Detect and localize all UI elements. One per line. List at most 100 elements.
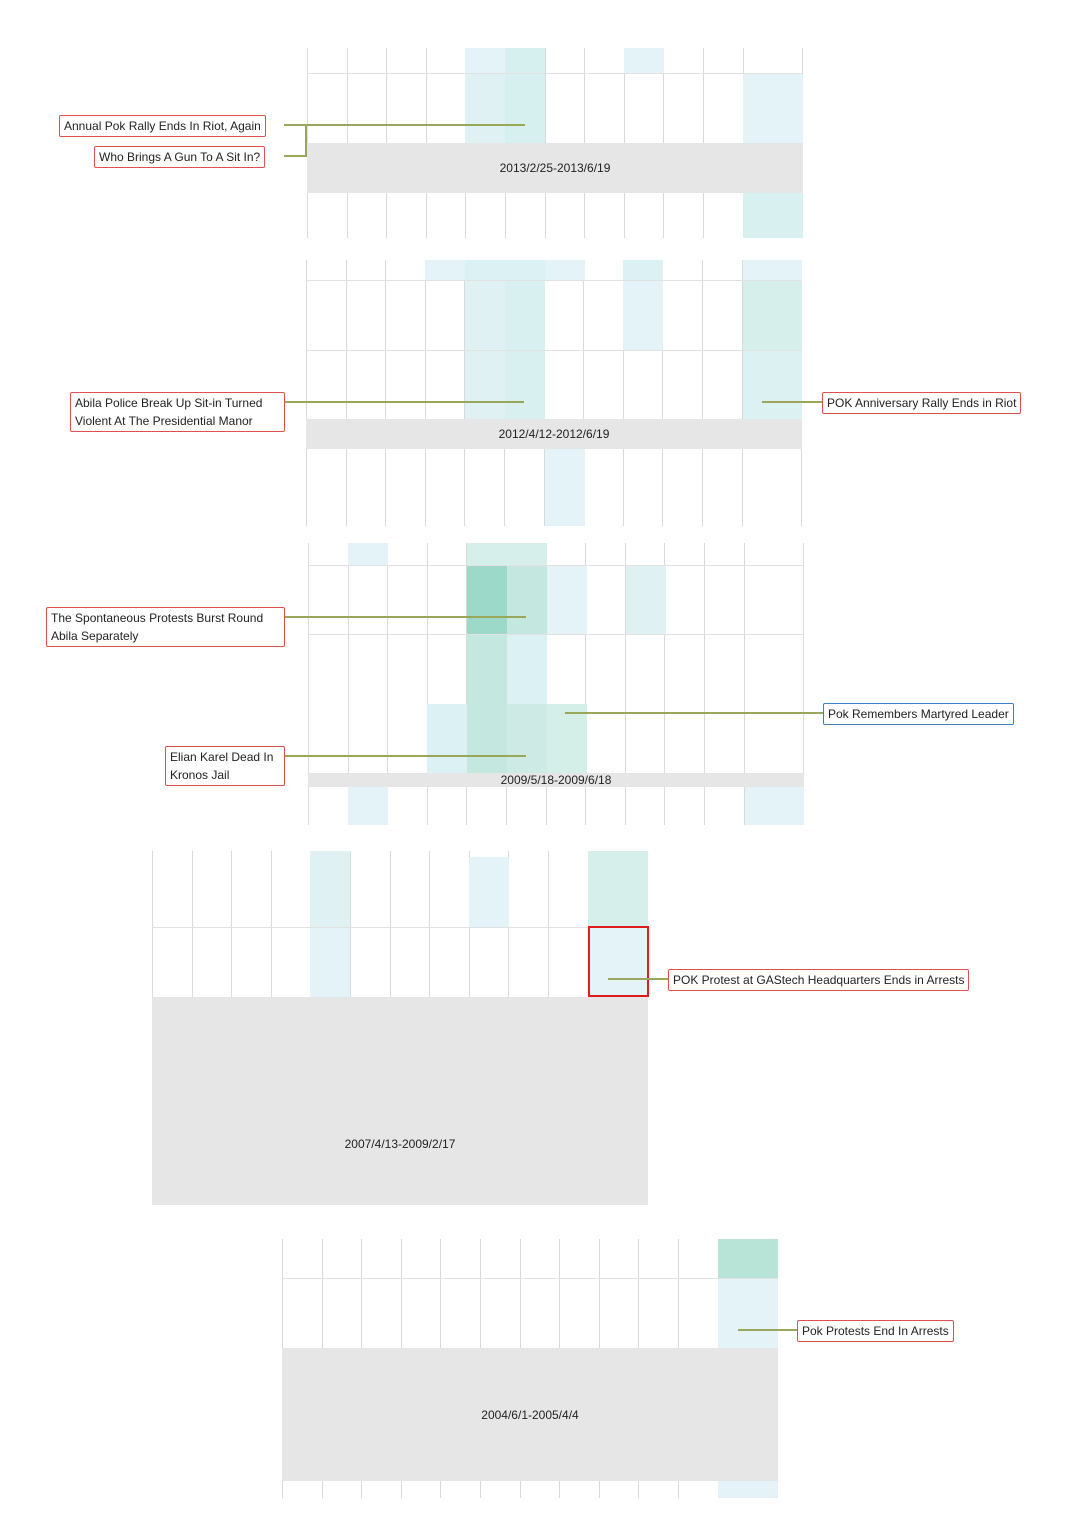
grid-column	[624, 543, 665, 825]
density-cell	[465, 48, 505, 73]
grid-column	[385, 260, 425, 526]
period-range-label: 2007/4/13-2009/2/17	[344, 1137, 456, 1151]
row-divider	[308, 634, 804, 635]
grid-column	[345, 260, 386, 526]
grid-column	[426, 543, 467, 825]
density-cell	[547, 704, 587, 773]
density-cell	[467, 565, 507, 634]
density-cell	[623, 280, 663, 350]
density-cell	[467, 704, 507, 773]
period-panel-2004: 2004/6/1-2005/4/4	[282, 1239, 778, 1498]
event-label[interactable]: Pok Protests End In Arrests	[797, 1320, 954, 1342]
grid-column	[743, 543, 804, 825]
grid-column	[464, 260, 504, 526]
grid-column	[308, 543, 348, 825]
period-band: 2007/4/13-2009/2/17	[152, 997, 648, 1205]
density-cell	[505, 280, 545, 419]
density-cell	[310, 927, 350, 997]
density-cell	[624, 48, 664, 73]
row-divider	[308, 565, 804, 566]
density-cell	[467, 543, 507, 565]
grid-column	[424, 260, 465, 526]
leader-line	[284, 616, 526, 618]
density-cell	[465, 73, 505, 143]
density-cell	[743, 73, 803, 143]
leader-line	[762, 401, 823, 403]
leader-line	[284, 755, 526, 757]
density-cell	[743, 260, 802, 280]
period-band: 2013/2/25-2013/6/19	[307, 143, 803, 193]
event-label[interactable]: Pok Remembers Martyred Leader	[823, 703, 1014, 725]
density-cell	[469, 857, 509, 927]
period-range-label: 2012/4/12-2012/6/19	[498, 427, 610, 441]
selected-cell-highlight[interactable]	[588, 926, 649, 997]
period-range-label: 2004/6/1-2005/4/4	[481, 1407, 579, 1422]
density-cell	[718, 1239, 778, 1278]
grid-column	[664, 543, 704, 825]
density-cell	[467, 634, 507, 704]
period-panel-2009: 2009/5/18-2009/6/18	[308, 543, 804, 825]
density-cell	[745, 787, 804, 825]
density-cell	[718, 1481, 778, 1498]
density-cell	[505, 48, 545, 73]
period-band: 2012/4/12-2012/6/19	[306, 419, 802, 449]
event-label[interactable]: Annual Pok Rally Ends In Riot, Again	[59, 115, 266, 137]
density-cell	[425, 260, 465, 280]
row-divider	[306, 350, 802, 351]
event-label[interactable]: Abila Police Break Up Sit-in Turned Viol…	[70, 392, 285, 432]
event-label[interactable]: Who Brings A Gun To A Sit In?	[94, 146, 266, 168]
leader-line	[284, 155, 306, 157]
density-cell	[507, 543, 547, 565]
density-cell	[623, 260, 663, 280]
event-label[interactable]: The Spontaneous Protests Burst Round Abi…	[46, 607, 285, 647]
row-divider	[282, 1278, 778, 1279]
period-band: 2004/6/1-2005/4/4	[282, 1348, 778, 1481]
event-label[interactable]: Elian Karel Dead In Kronos Jail	[165, 746, 285, 786]
density-cell	[348, 543, 388, 565]
grid-column	[622, 260, 663, 526]
density-cell	[743, 280, 802, 350]
grid-column	[585, 543, 625, 825]
density-cell	[718, 1278, 778, 1348]
density-cell	[588, 851, 648, 927]
density-cell	[588, 927, 648, 997]
density-cell	[545, 449, 585, 526]
period-panel-2007: 2007/4/13-2009/2/17	[152, 851, 648, 1205]
grid-column	[466, 543, 506, 825]
grid-column	[704, 543, 744, 825]
event-label[interactable]: POK Protest at GAStech Headquarters Ends…	[668, 969, 970, 991]
leader-line	[284, 124, 525, 126]
density-cell	[505, 73, 545, 143]
density-cell	[507, 634, 547, 704]
event-label[interactable]: POK Anniversary Rally Ends in Riot	[822, 392, 1022, 414]
density-cell	[743, 350, 802, 419]
density-cell	[310, 851, 350, 927]
period-range-label: 2009/5/18-2009/6/18	[500, 773, 612, 787]
grid-column	[583, 260, 623, 526]
density-cell	[547, 565, 587, 634]
row-divider	[152, 927, 648, 928]
row-divider	[306, 280, 802, 281]
period-range-label: 2013/2/25-2013/6/19	[499, 161, 611, 175]
density-cell	[743, 193, 803, 238]
leader-line	[305, 124, 307, 157]
leader-line	[738, 1329, 798, 1331]
grid-column	[387, 543, 427, 825]
grid-column	[662, 260, 702, 526]
density-cell	[507, 565, 547, 634]
density-cell	[465, 280, 505, 419]
leader-line	[608, 978, 669, 980]
period-panel-2013: 2013/2/25-2013/6/19	[307, 48, 803, 238]
row-divider	[307, 73, 803, 74]
leader-line	[284, 401, 524, 403]
grid-column	[347, 543, 388, 825]
density-cell	[626, 565, 666, 634]
grid-column	[702, 260, 742, 526]
leader-line	[565, 712, 824, 714]
density-cell	[427, 704, 467, 773]
density-cell	[545, 260, 585, 280]
density-cell	[465, 260, 505, 280]
period-panel-2012: 2012/4/12-2012/6/19	[306, 260, 802, 526]
density-cell	[348, 787, 388, 825]
density-cell	[507, 704, 547, 773]
